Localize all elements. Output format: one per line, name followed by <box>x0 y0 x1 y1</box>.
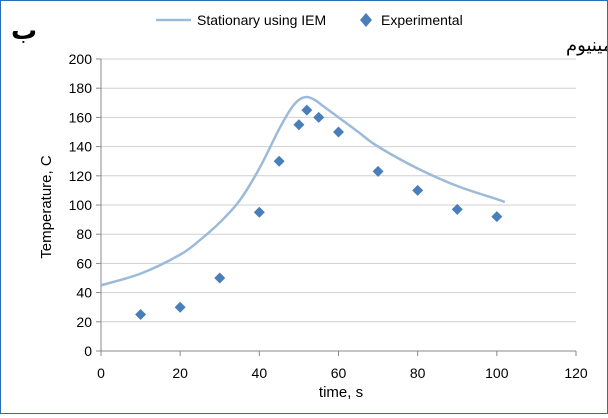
data-point-experimental <box>174 301 186 313</box>
series-line-stationary <box>100 95 506 287</box>
grid <box>101 58 576 323</box>
y-tick-label: 0 <box>84 343 92 359</box>
y-tick-labels: 0 20 40 60 80 100 120 140 160 180 200 <box>69 51 93 359</box>
data-point-experimental <box>313 111 325 123</box>
data-point-experimental <box>135 309 147 320</box>
data-point-experimental <box>273 155 285 167</box>
y-axis-title: Temperature, C <box>38 155 55 259</box>
data-point-experimental <box>412 184 424 196</box>
series-experimental <box>135 104 503 320</box>
x-tick-label: 20 <box>172 365 188 381</box>
y-tick-label: 20 <box>76 314 92 330</box>
y-tick-label: 140 <box>69 139 93 155</box>
data-point-experimental <box>372 165 384 177</box>
data-point-experimental <box>214 272 226 284</box>
axes <box>96 58 577 356</box>
data-point-experimental <box>333 126 344 138</box>
material-label: آلومینیوم <box>566 33 607 56</box>
x-tick-label: 60 <box>331 365 347 381</box>
y-tick-label: 200 <box>69 51 93 67</box>
data-point-experimental <box>491 211 503 223</box>
x-tick-label: 80 <box>410 365 426 381</box>
data-point-experimental <box>253 206 265 218</box>
y-tick-label: 160 <box>69 109 93 125</box>
y-tick-label: 60 <box>76 255 92 271</box>
legend-diamond-marker <box>360 13 372 27</box>
y-tick-label: 100 <box>69 197 93 213</box>
y-tick-label: 40 <box>76 285 92 301</box>
y-tick-label: 180 <box>69 80 93 96</box>
data-point-experimental <box>451 203 463 215</box>
series-stationary <box>100 95 506 287</box>
x-tick-labels: 0 20 40 60 80 100 120 <box>97 365 588 381</box>
data-point-experimental <box>301 104 313 116</box>
x-tick-label: 40 <box>252 365 268 381</box>
x-axis-title: time, s <box>319 384 363 401</box>
y-tick-label: 80 <box>76 226 92 242</box>
corner-label: ب <box>11 16 37 46</box>
data-point-experimental <box>293 119 305 131</box>
x-tick-label: 120 <box>564 365 588 381</box>
legend-label-experimental: Experimental <box>381 12 463 28</box>
legend-label-stationary: Stationary using IEM <box>197 12 326 28</box>
x-tick-label: 0 <box>97 365 105 381</box>
x-tick-label: 100 <box>485 365 509 381</box>
y-tick-label: 120 <box>69 168 93 184</box>
legend: Stationary using IEM Experimental <box>156 12 463 28</box>
